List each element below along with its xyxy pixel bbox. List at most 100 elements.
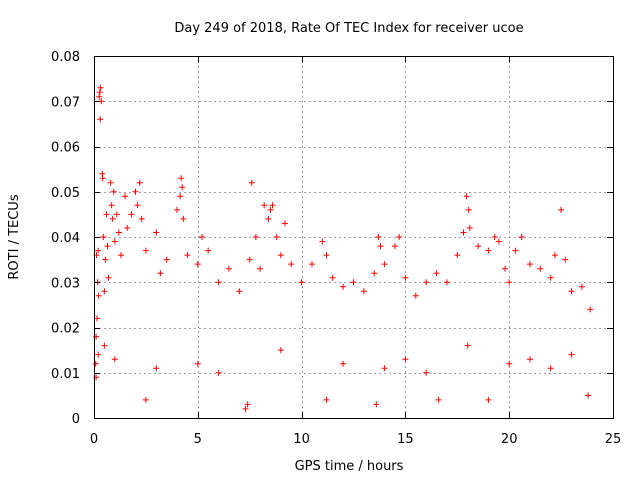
data-point [350, 279, 357, 286]
data-point [491, 234, 498, 240]
data-point [179, 184, 186, 191]
y-axis-label: ROTI / TECUs [7, 194, 22, 279]
data-point [423, 279, 430, 286]
data-point [265, 215, 272, 222]
data-point [466, 224, 473, 231]
data-point [371, 270, 378, 277]
data-point [94, 315, 101, 322]
data-point [381, 365, 388, 372]
data-point [246, 256, 253, 263]
data-point [118, 252, 124, 259]
data-point [537, 265, 544, 272]
data-point [547, 365, 554, 372]
data-point [309, 261, 315, 268]
data-point [205, 247, 212, 254]
data-point [124, 224, 131, 231]
data-point [242, 405, 249, 412]
data-point [102, 256, 109, 263]
y-tick-label: 0.01 [51, 367, 80, 382]
data-point [252, 234, 259, 240]
data-point [104, 243, 111, 250]
data-point [360, 288, 367, 295]
data-point [527, 261, 533, 268]
data-point [551, 252, 558, 259]
x-tick-label: 5 [194, 432, 202, 447]
data-point [433, 270, 440, 277]
data-points [92, 84, 594, 412]
data-point [506, 360, 513, 367]
x-tick-label: 0 [90, 432, 98, 447]
data-point [113, 211, 120, 218]
data-point [110, 188, 117, 195]
y-tick-label: 0 [72, 412, 80, 427]
data-point [132, 188, 139, 195]
x-axis-label: GPS time / hours [295, 459, 404, 474]
data-point [257, 265, 264, 272]
x-tick-label: 15 [397, 432, 414, 447]
data-point [101, 342, 108, 349]
data-point [460, 229, 467, 236]
data-point [215, 369, 222, 376]
data-point [180, 215, 187, 222]
data-point [194, 360, 201, 367]
data-point [373, 401, 380, 408]
data-point [412, 292, 419, 299]
data-point [248, 179, 255, 186]
data-point [277, 252, 284, 259]
data-point [134, 202, 141, 209]
data-point [463, 193, 470, 200]
data-point [269, 202, 276, 209]
data-point [381, 261, 388, 268]
data-point [261, 202, 268, 209]
data-point [506, 279, 513, 286]
data-point [558, 206, 565, 213]
data-point [329, 274, 336, 281]
data-point [319, 238, 326, 245]
y-tick-label: 0.02 [51, 322, 80, 337]
y-tick-label: 0.03 [51, 276, 80, 291]
axis-ticks [94, 56, 614, 419]
x-tick-label: 20 [501, 432, 518, 447]
data-point [109, 215, 116, 222]
data-point [585, 392, 592, 399]
data-point [402, 274, 409, 281]
chart-title: Day 249 of 2018, Rate Of TEC Index for r… [174, 21, 523, 36]
y-tick-label: 0.06 [51, 141, 80, 156]
data-point [108, 202, 115, 209]
y-tick-label: 0.04 [51, 231, 80, 246]
data-point [105, 274, 112, 281]
data-point [423, 369, 430, 376]
data-point [502, 265, 508, 272]
y-tick-label: 0.07 [51, 95, 80, 110]
data-point [128, 211, 135, 218]
data-point [194, 261, 201, 268]
data-point [396, 234, 403, 240]
data-point [95, 247, 102, 254]
data-point [277, 347, 284, 354]
grid-lines [94, 56, 613, 418]
data-point [215, 279, 222, 286]
data-point [527, 356, 533, 363]
data-point [282, 220, 288, 227]
data-point [340, 283, 347, 290]
data-point [298, 279, 305, 286]
x-tick-label: 10 [293, 432, 310, 447]
data-point [340, 360, 347, 367]
data-point [99, 175, 106, 182]
data-point [443, 279, 450, 286]
data-point [568, 288, 575, 295]
data-point [244, 401, 251, 408]
x-tick-labels: 0 5 10 15 20 25 [90, 432, 621, 447]
data-point [518, 234, 525, 240]
y-tick-labels: 0 0.01 0.02 0.03 0.04 0.05 0.06 0.07 0.08 [51, 50, 80, 427]
data-point [375, 234, 382, 240]
data-point [142, 247, 149, 254]
data-point [465, 206, 472, 213]
data-point [377, 243, 384, 250]
data-point [101, 288, 108, 295]
data-point [95, 292, 102, 299]
data-point [111, 356, 118, 363]
data-point [475, 243, 482, 250]
data-point [153, 365, 160, 372]
